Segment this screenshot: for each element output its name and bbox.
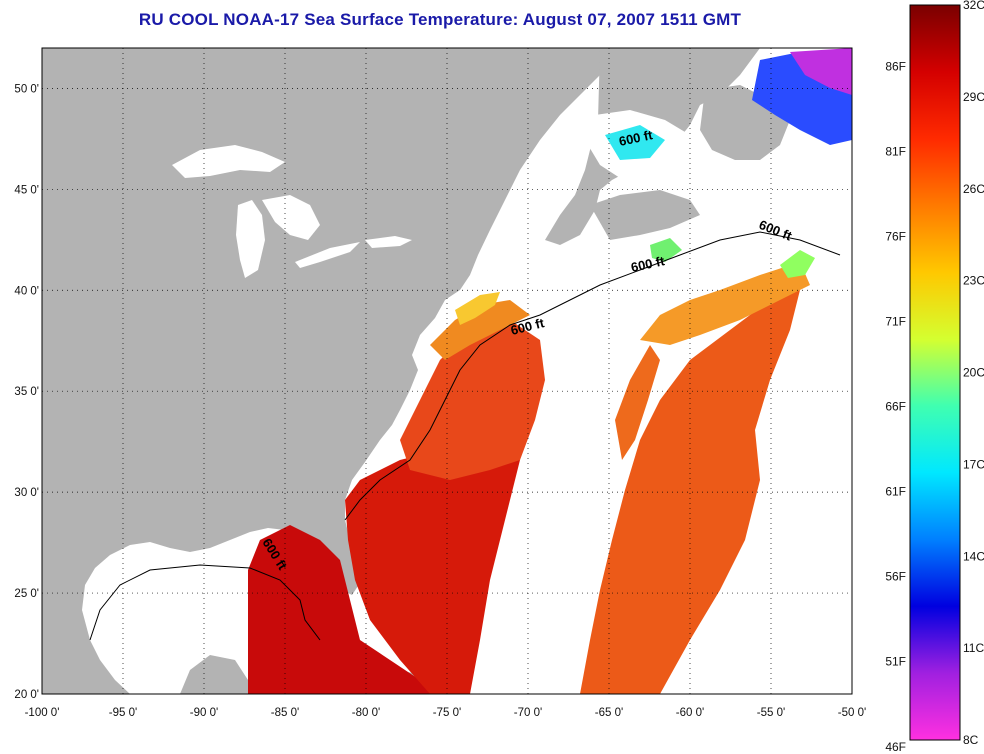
map-frame xyxy=(41,47,853,695)
sst-swath-florida-atlantic xyxy=(345,420,520,694)
lake-superior xyxy=(172,145,285,178)
map-panel xyxy=(42,48,852,694)
colorbar-celsius-label: 29C xyxy=(963,90,984,104)
x-axis-ticks: -100 0' -95 0' -90 0' -85 0' -80 0' -75 0' -70… xyxy=(25,707,867,719)
lake-erie xyxy=(295,242,360,268)
y-tick-label: 20 0' xyxy=(14,689,39,701)
colorbar-celsius-label: 23C xyxy=(963,274,984,288)
sst-cyan-gulf-stlawrence xyxy=(605,125,665,160)
x-tick-label: -70 0' xyxy=(514,707,542,719)
sst-swath-east xyxy=(580,290,800,694)
y-tick-label: 35 0' xyxy=(14,386,39,398)
sst-green-scotian-shelf xyxy=(780,250,815,278)
sst-yellow-coastal xyxy=(455,292,500,325)
colorbar-fahrenheit-label: 76F xyxy=(885,229,906,243)
sst-swath-shelf xyxy=(430,300,530,360)
land-yucatan-cuba xyxy=(180,655,250,694)
y-tick-label: 25 0' xyxy=(14,588,39,600)
contour-label-1: 600 ft xyxy=(618,127,655,149)
lake-ontario xyxy=(365,236,412,248)
sst-swath-northeast xyxy=(640,262,810,345)
y-tick-label: 45 0' xyxy=(14,184,39,196)
colorbar-celsius-label: 8C xyxy=(963,733,979,747)
lake-michigan xyxy=(236,200,265,278)
land-mass xyxy=(42,48,600,694)
x-tick-label: -60 0' xyxy=(676,707,704,719)
lake-huron xyxy=(262,195,320,240)
x-tick-label: -85 0' xyxy=(271,707,299,719)
y-tick-label: 30 0' xyxy=(14,487,39,499)
x-tick-label: -90 0' xyxy=(190,707,218,719)
y-tick-label: 40 0' xyxy=(14,285,39,297)
colorbar-fahrenheit-labels: 86F 81F 76F 71F 66F 61F 56F 51F 46F xyxy=(885,59,906,754)
colorbar xyxy=(909,4,961,741)
colorbar-fahrenheit-label: 51F xyxy=(885,655,906,669)
map-grid xyxy=(42,48,852,694)
sst-cold-labrador-magenta xyxy=(790,48,852,95)
colorbar-celsius-label: 14C xyxy=(963,549,984,563)
colorbar-celsius-label: 32C xyxy=(963,0,984,12)
x-tick-label: -100 0' xyxy=(25,707,60,719)
x-tick-label: -75 0' xyxy=(433,707,461,719)
sst-swath-gulf xyxy=(248,525,460,694)
sst-green-nova-scotia xyxy=(650,238,682,262)
colorbar-fahrenheit-label: 71F xyxy=(885,314,906,328)
y-axis-ticks: 20 0' 25 0' 30 0' 35 0' 40 0' 45 0' 50 0' xyxy=(14,83,39,701)
x-tick-label: -80 0' xyxy=(352,707,380,719)
x-tick-label: -50 0' xyxy=(838,707,866,719)
colorbar-celsius-label: 11C xyxy=(963,641,984,655)
colorbar-fahrenheit-label: 56F xyxy=(885,570,906,584)
colorbar-fahrenheit-label: 46F xyxy=(885,740,906,754)
y-tick-label: 50 0' xyxy=(14,83,39,95)
colorbar-celsius-label: 26C xyxy=(963,182,984,196)
x-tick-label: -65 0' xyxy=(595,707,623,719)
x-tick-label: -55 0' xyxy=(757,707,785,719)
colorbar-fahrenheit-label: 81F xyxy=(885,144,906,158)
colorbar-celsius-labels: 32C 29C 26C 23C 20C 17C 14C 11C 8C xyxy=(963,0,984,747)
land-nova-scotia xyxy=(590,190,700,240)
colorbar-fahrenheit-label: 61F xyxy=(885,485,906,499)
colorbar-fahrenheit-label: 66F xyxy=(885,400,906,414)
contour-label-2: 600 ft xyxy=(630,253,667,275)
isobath-600ft xyxy=(89,231,841,641)
colorbar-fahrenheit-label: 86F xyxy=(885,59,906,73)
sst-swath-gulf-stream xyxy=(400,320,545,480)
colorbar-celsius-label: 20C xyxy=(963,366,984,380)
colorbar-celsius-label: 17C xyxy=(963,457,984,471)
x-tick-label: -95 0' xyxy=(109,707,137,719)
map-title: RU COOL NOAA-17 Sea Surface Temperature:… xyxy=(138,10,742,29)
sst-swath-mid xyxy=(615,345,660,460)
